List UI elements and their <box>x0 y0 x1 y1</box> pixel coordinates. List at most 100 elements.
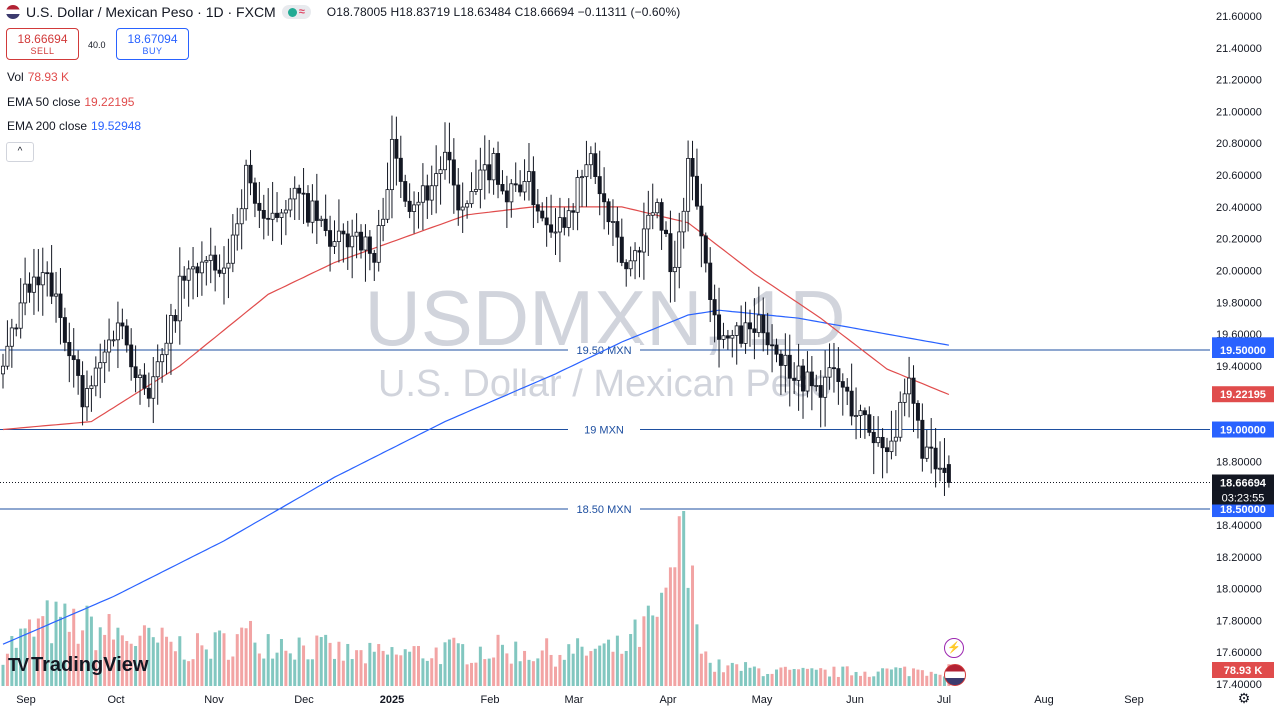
volume-bar <box>461 644 465 686</box>
volume-bar <box>668 567 672 686</box>
volume-bar <box>138 635 142 686</box>
volume-bar <box>178 636 182 686</box>
candle-body <box>310 200 315 223</box>
buy-price: 18.67094 <box>127 32 178 46</box>
countdown-text: 03:23:55 <box>1222 492 1265 504</box>
candle-body <box>602 193 607 203</box>
x-tick-label: Aug <box>1034 694 1054 706</box>
volume-bar <box>399 655 403 686</box>
x-tick-label: Dec <box>294 694 314 706</box>
market-status-pill[interactable]: ≈ <box>281 5 311 19</box>
candle-body <box>893 436 898 442</box>
volume-bar <box>249 620 253 686</box>
y-tick-label: 18.00000 <box>1216 584 1262 596</box>
candle-body <box>124 325 129 346</box>
volume-bar <box>116 627 120 686</box>
candle-body <box>45 272 50 275</box>
settings-gear-icon[interactable]: ⚙ <box>1237 690 1251 706</box>
y-tick-label: 20.60000 <box>1216 170 1262 182</box>
volume-bar <box>713 671 717 686</box>
volume-bar <box>624 650 628 686</box>
candle-body <box>593 153 598 177</box>
volume-indicator-legend[interactable]: Vol 78.93 K <box>7 70 69 84</box>
volume-bar <box>125 641 129 686</box>
buy-label: BUY <box>142 46 163 56</box>
y-tick-label: 18.20000 <box>1216 552 1262 564</box>
volume-bar <box>845 666 849 686</box>
volume-bar <box>642 616 646 686</box>
candle-body <box>252 182 257 204</box>
ema200-legend[interactable]: EMA 200 close 19.52948 <box>7 119 141 133</box>
ema50-legend[interactable]: EMA 50 close 19.22195 <box>7 95 134 109</box>
sell-button[interactable]: 18.66694 SELL <box>6 28 79 60</box>
volume-bar <box>72 608 76 686</box>
candle-body <box>186 268 191 281</box>
volume-bar <box>766 673 770 686</box>
level-label: 18.50 MXN <box>576 504 631 516</box>
collapse-legend-button[interactable]: ^ <box>6 142 34 162</box>
volume-bar <box>739 670 743 686</box>
volume-bar <box>474 662 478 686</box>
candle-body <box>487 164 492 181</box>
volume-bar <box>456 643 460 686</box>
volume-bar <box>5 653 9 686</box>
candle-body <box>442 151 447 171</box>
candle-body <box>849 390 854 417</box>
candle-body <box>292 187 297 200</box>
x-tick-label: May <box>752 694 773 706</box>
candle-body <box>14 327 19 330</box>
lightning-icon[interactable]: ⚡ <box>944 638 964 658</box>
candle-body <box>840 381 845 388</box>
volume-bar <box>938 674 942 686</box>
candle-body <box>831 367 836 370</box>
volume-bar <box>54 601 58 686</box>
y-tick-label: 21.40000 <box>1216 43 1262 55</box>
volume-bar <box>929 671 933 686</box>
candle-body <box>637 250 642 253</box>
candle-body <box>217 269 222 274</box>
candle-body <box>858 410 863 416</box>
volume-bar <box>545 638 549 686</box>
candle-body <box>668 233 673 273</box>
buy-button[interactable]: 18.67094 BUY <box>116 28 189 60</box>
candle-body <box>40 272 45 286</box>
candle-body <box>535 204 540 212</box>
volume-bar <box>615 635 619 686</box>
candle-body <box>0 365 6 375</box>
volume-bar <box>271 658 275 686</box>
volume-bar <box>222 633 226 686</box>
volume-bar <box>439 664 443 686</box>
tradingview-logo[interactable]: TV TradingView <box>8 654 148 677</box>
y-tick-label: 18.40000 <box>1216 520 1262 532</box>
y-tick-label: 17.80000 <box>1216 615 1262 627</box>
volume-bar <box>36 618 40 686</box>
candle-body <box>345 233 350 248</box>
symbol-title[interactable]: U.S. Dollar / Mexican Peso · 1D · FXCM <box>26 4 276 20</box>
candle-body <box>389 138 394 191</box>
volume-bar <box>165 636 169 686</box>
volume-bar <box>916 669 920 686</box>
volume-bar <box>235 634 239 686</box>
candle-body <box>725 335 730 339</box>
candle-body <box>588 153 593 166</box>
candle-body <box>770 344 775 347</box>
volume-bar <box>355 650 359 686</box>
volume-bar <box>19 628 23 686</box>
volume-bar <box>810 668 814 686</box>
candle-body <box>478 169 483 190</box>
candle-body <box>261 209 266 219</box>
volume-bar <box>160 627 164 686</box>
wave-icon: ≈ <box>298 6 305 18</box>
volume-bar <box>204 649 208 686</box>
candle-body <box>239 208 244 225</box>
us-flag-event-icon[interactable] <box>944 664 966 686</box>
candle-body <box>305 193 310 223</box>
volume-bar <box>262 658 266 686</box>
volume-bar <box>805 668 809 686</box>
candle-body <box>9 327 14 347</box>
volume-bar <box>41 616 45 686</box>
volume-bar <box>10 636 14 686</box>
volume-bar <box>637 646 641 686</box>
volume-bar <box>430 658 434 686</box>
